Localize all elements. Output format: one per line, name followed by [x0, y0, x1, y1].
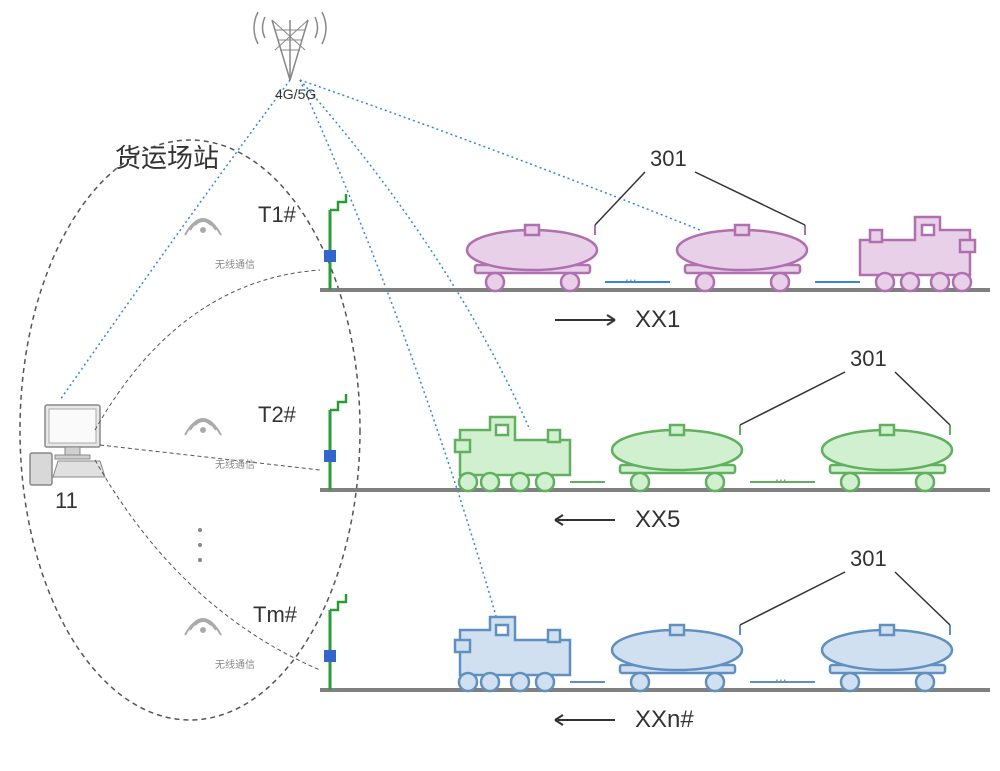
antenna-label-2: T2#	[258, 402, 296, 428]
comm-line-2	[100, 445, 320, 470]
tower-label: 4G/5G	[275, 86, 316, 102]
sensor-label-1: 301	[650, 146, 687, 172]
tower-link-3	[300, 80, 530, 430]
antenna-label-1: T1#	[258, 202, 296, 228]
antenna-1	[324, 194, 346, 290]
antenna-2	[324, 394, 346, 490]
tower-link-1	[60, 80, 290, 400]
train-3	[455, 617, 952, 691]
cell-tower-icon	[254, 12, 326, 80]
wifi-icon-2	[185, 419, 221, 435]
train-2	[455, 417, 952, 491]
train-label-3: XXn#	[635, 706, 694, 734]
comm-line-3	[95, 460, 320, 670]
diagram-svg	[0, 0, 1000, 771]
wifi-icon-3	[185, 619, 221, 635]
sensor-label-2: 301	[850, 346, 887, 372]
antenna-3	[324, 594, 346, 690]
antenna-label-3: Tm#	[253, 602, 297, 628]
computer-icon	[30, 405, 105, 485]
ellipsis-1: ...	[625, 268, 637, 284]
arrow-xx1	[555, 315, 615, 325]
wireless-label-2: 无线通信	[215, 456, 255, 471]
train-1	[467, 217, 975, 291]
freight-station-diagram: 4G/5G 货运场站 11 T1# T2# Tm# 无线通信 无线通信 无线通信…	[0, 0, 1000, 771]
tower-link-4	[300, 80, 500, 630]
tower-link-2	[300, 80, 700, 230]
wifi-icon-1	[185, 219, 221, 235]
arrow-xxn	[555, 715, 615, 725]
ellipsis-3: ...	[775, 668, 787, 684]
wireless-label-1: 无线通信	[215, 256, 255, 271]
arrow-xx5	[555, 515, 615, 525]
computer-label: 11	[55, 488, 78, 514]
station-label: 货运场站	[115, 138, 219, 175]
train-label-2: XX5	[635, 506, 680, 534]
ellipsis-2: ...	[775, 468, 787, 484]
sensor-label-3: 301	[850, 546, 887, 572]
train-label-1: XX1	[635, 306, 680, 334]
wireless-label-3: 无线通信	[215, 656, 255, 671]
station-boundary	[20, 140, 360, 720]
